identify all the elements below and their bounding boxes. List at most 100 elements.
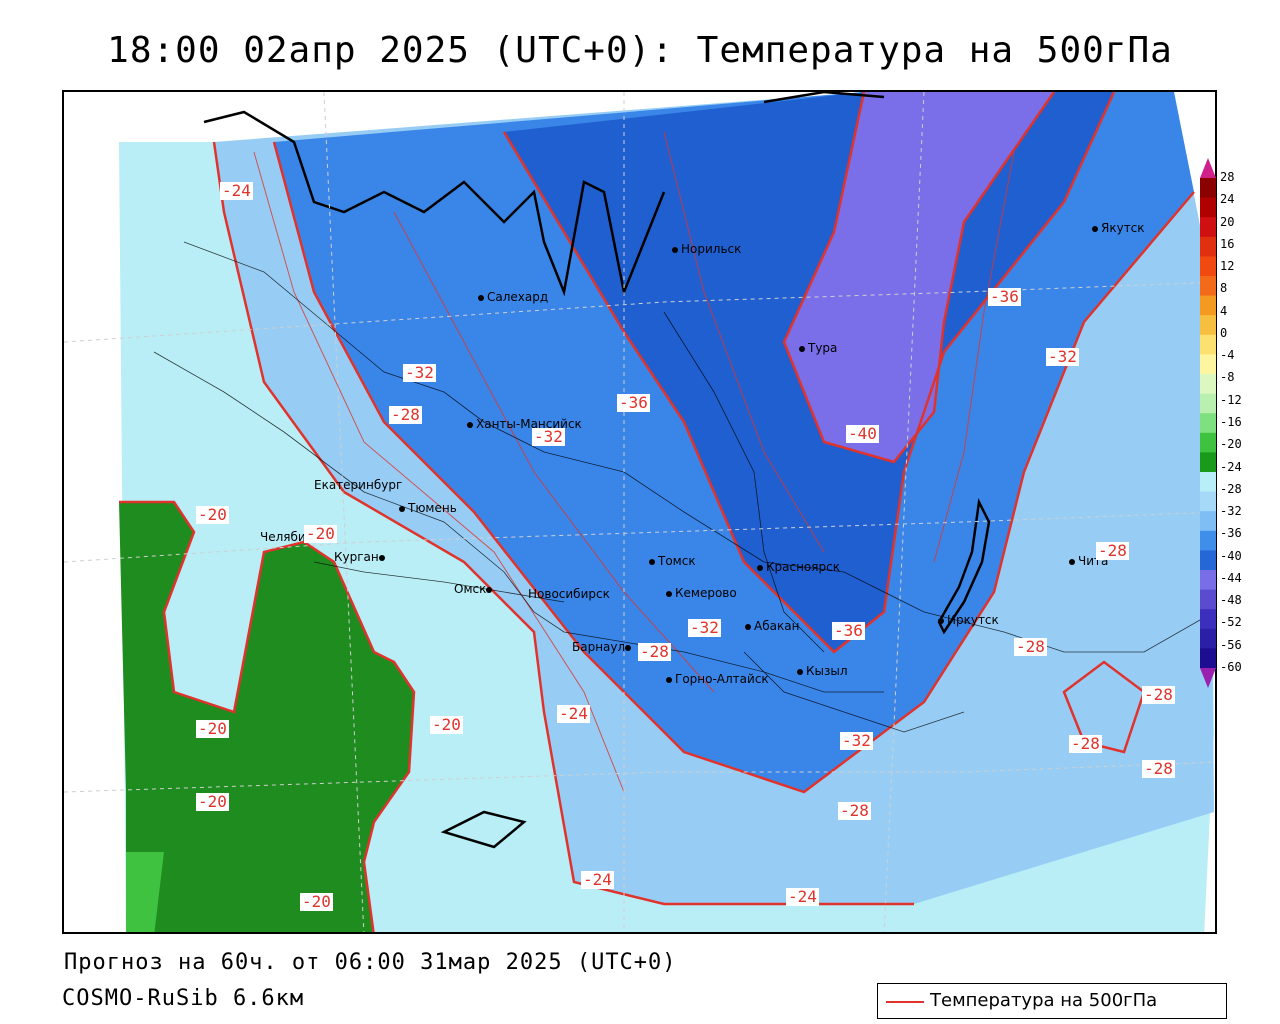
- colorbar-tick-label: -32: [1220, 504, 1242, 519]
- colorbar-tick-label: -56: [1220, 637, 1242, 652]
- colorbar-swatch: [1200, 374, 1216, 395]
- contour-label: -24: [786, 887, 819, 906]
- colorbar-swatch: [1200, 432, 1216, 453]
- contour-label: -28: [638, 642, 671, 661]
- city-kurgan: Курган: [334, 550, 388, 564]
- zone-green: [119, 502, 414, 932]
- contour-label: -28: [1014, 637, 1047, 656]
- city-barnaul: Барнаул: [572, 640, 634, 654]
- legend-box: Температура на 500гПа: [877, 983, 1227, 1019]
- colorbar-swatch: [1200, 452, 1216, 473]
- colorbar-swatch: [1200, 315, 1216, 336]
- colorbar-tick-label: -12: [1220, 392, 1242, 407]
- colorbar-tick-label: -28: [1220, 481, 1242, 496]
- temperature-field: [64, 92, 1215, 932]
- city-abakan: Абакан: [745, 619, 799, 633]
- forecast-info: Прогноз на 60ч. от 06:00 31мар 2025 (UTC…: [64, 950, 677, 975]
- legend-label: Температура на 500гПа: [930, 990, 1158, 1011]
- colorbar-tick-label: -44: [1220, 570, 1242, 585]
- coastline: [203, 92, 991, 849]
- contour-label: -28: [389, 405, 422, 424]
- colorbar-swatch: [1200, 334, 1216, 355]
- contour-label: -40: [846, 424, 879, 443]
- colorbar-tick-label: 4: [1220, 303, 1228, 318]
- chart-title: 18:00 02апр 2025 (UTC+0): Температура на…: [107, 30, 1173, 71]
- colorbar-tick-label: -8: [1220, 370, 1235, 385]
- colorbar-tick-label: -4: [1220, 348, 1235, 363]
- contour-label: -32: [840, 731, 873, 750]
- colorbar-tick-label: -20: [1220, 437, 1242, 452]
- city-novosibirsk: Новосибирск: [528, 587, 610, 601]
- colorbar-swatch: [1200, 589, 1216, 610]
- colorbar-swatch: [1200, 354, 1216, 375]
- city-irkutsk: Иркутск: [938, 613, 999, 627]
- city-omsk: Омск: [454, 582, 495, 596]
- contour-label: -28: [1069, 734, 1102, 753]
- contour-label: -32: [532, 427, 565, 446]
- colorbar-swatch: [1200, 295, 1216, 316]
- colorbar-swatch: [1200, 609, 1216, 630]
- colorbar-tick-label: 16: [1220, 236, 1235, 251]
- thin-isotherms: [253, 131, 1015, 793]
- contour-label: -36: [832, 621, 865, 640]
- city-khanty-mansiysk: Ханты-Мансийск: [467, 417, 582, 431]
- colorbar-swatch: [1200, 393, 1216, 414]
- contour-label: -20: [300, 892, 333, 911]
- contour-label: -28: [838, 801, 871, 820]
- colorbar-tick-label: -52: [1220, 615, 1242, 630]
- colorbar-tick-label: -24: [1220, 459, 1242, 474]
- graticule: [64, 92, 1215, 932]
- city-krasnoyarsk: Красноярск: [757, 560, 840, 574]
- contour-label: -24: [557, 704, 590, 723]
- colorbar-tick-label: -36: [1220, 526, 1242, 541]
- colorbar-swatch: [1200, 197, 1216, 218]
- contour-label: -24: [220, 181, 253, 200]
- city-tyumen: Тюмень: [399, 501, 457, 515]
- contour-label: -32: [688, 618, 721, 637]
- colorbar-swatch: [1200, 570, 1216, 591]
- colorbar-swatch: [1200, 511, 1216, 532]
- city-tomsk: Томск: [649, 554, 696, 568]
- contour-label: -32: [1046, 347, 1079, 366]
- colorbar-tick-label: 20: [1220, 214, 1235, 229]
- city-yakutsk: Якутск: [1092, 221, 1145, 235]
- colorbar-swatch: [1200, 491, 1216, 512]
- contour-label: -36: [988, 287, 1021, 306]
- city-kyzyl: Кызыл: [797, 664, 848, 678]
- colorbar-tick-label: 24: [1220, 192, 1235, 207]
- colorbar-tick-label: -40: [1220, 548, 1242, 563]
- contour-label: -20: [196, 719, 229, 738]
- city-salekhard: Салехард: [478, 290, 548, 304]
- colorbar-tick-label: 28: [1220, 170, 1235, 184]
- model-name: COSMO-RuSib 6.6км: [62, 986, 305, 1011]
- colorbar-swatch: [1200, 256, 1216, 277]
- colorbar-swatch: [1200, 550, 1216, 571]
- colorbar-tick-label: 0: [1220, 325, 1228, 340]
- city-gorno-altaysk: Горно-Алтайск: [666, 672, 769, 686]
- contour-label: -20: [196, 792, 229, 811]
- colorbar: [1200, 158, 1216, 688]
- contour-label: -20: [304, 524, 337, 543]
- colorbar-tick-label: -60: [1220, 660, 1242, 674]
- colorbar-swatch: [1200, 276, 1216, 297]
- city-tura: Тура: [799, 341, 837, 355]
- zone-minus40: [784, 92, 1054, 462]
- colorbar-tick-label: -48: [1220, 593, 1242, 608]
- contour-label: -20: [430, 715, 463, 734]
- colorbar-top-arrow: [1200, 158, 1216, 178]
- colorbar-swatch: [1200, 178, 1216, 199]
- colorbar-swatch: [1200, 648, 1216, 669]
- colorbar-bottom-arrow: [1200, 668, 1216, 688]
- colorbar-tick-label: 8: [1220, 281, 1228, 296]
- contour-label: -28: [1096, 541, 1129, 560]
- colorbar-swatch: [1200, 472, 1216, 493]
- contour-label: -32: [403, 363, 436, 382]
- colorbar-tick-label: 12: [1220, 259, 1235, 274]
- contour-label: -24: [581, 870, 614, 889]
- colorbar-swatch: [1200, 236, 1216, 257]
- city-norilsk: Норильск: [672, 242, 741, 256]
- contour-label: -28: [1142, 759, 1175, 778]
- colorbar-swatch: [1200, 628, 1216, 649]
- contour-label: -28: [1142, 685, 1175, 704]
- city-ekaterinburg: Екатеринбург: [314, 478, 403, 492]
